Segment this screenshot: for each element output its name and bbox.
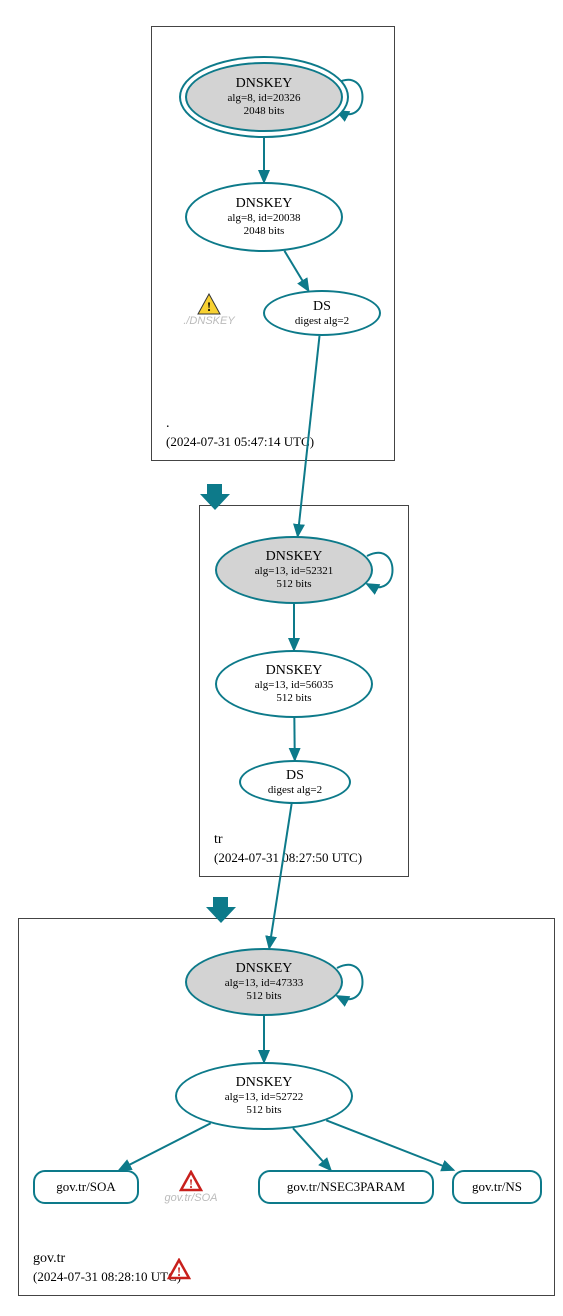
root-ksk-node: DNSKEY alg=8, id=20326 2048 bits <box>185 62 343 132</box>
tr-zsk-node: DNSKEY alg=13, id=56035 512 bits <box>215 650 373 718</box>
svg-text:!: ! <box>207 299 211 314</box>
root-ds-node: DS digest alg=2 <box>263 290 381 336</box>
tr-ds-node: DS digest alg=2 <box>239 760 351 804</box>
svg-text:!: ! <box>189 1176 193 1191</box>
warning-red-zone-icon: ! <box>167 1258 191 1285</box>
node-sub: alg=8, id=20326 <box>228 92 301 105</box>
nsec3param-node: gov.tr/NSEC3PARAM <box>258 1170 434 1204</box>
zone-tr-date: (2024-07-31 08:27:50 UTC) <box>214 850 362 866</box>
zone-root-date: (2024-07-31 05:47:14 UTC) <box>166 434 314 450</box>
zone-root-label: . <box>166 416 170 432</box>
warning-red-soa-label: gov.tr/SOA <box>156 1192 226 1204</box>
warning-red-soa-icon: ! gov.tr/SOA <box>156 1170 226 1204</box>
zone-tr-label: tr <box>214 832 223 848</box>
root-zsk-node: DNSKEY alg=8, id=20038 2048 bits <box>185 182 343 252</box>
ns-node: gov.tr/NS <box>452 1170 542 1204</box>
node-sub: 2048 bits <box>244 105 285 118</box>
warning-yellow-label: ./DNSKEY <box>179 315 239 327</box>
node-title: DNSKEY <box>236 76 293 92</box>
zone-gov-label: gov.tr <box>33 1251 65 1267</box>
soa-node: gov.tr/SOA <box>33 1170 139 1204</box>
gov-zsk-node: DNSKEY alg=13, id=52722 512 bits <box>175 1062 353 1130</box>
tr-ksk-node: DNSKEY alg=13, id=52321 512 bits <box>215 536 373 604</box>
gov-ksk-node: DNSKEY alg=13, id=47333 512 bits <box>185 948 343 1016</box>
svg-text:!: ! <box>177 1264 181 1279</box>
zone-gov-date: (2024-07-31 08:28:10 UTC) <box>33 1269 181 1285</box>
warning-yellow-icon: ! ./DNSKEY <box>179 293 239 327</box>
